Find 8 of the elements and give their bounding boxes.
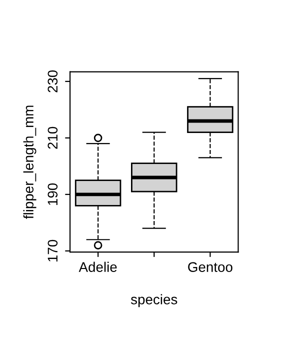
y-axis-title: flipper_length_mm	[23, 106, 36, 219]
x-tick-label: Gentoo	[188, 262, 232, 272]
y-tick-label: 190	[48, 183, 58, 205]
y-tick-label: 210	[48, 126, 58, 149]
y-tick-label: 230	[48, 70, 58, 92]
x-axis-title: species	[130, 294, 178, 308]
x-tick-label: Adelie	[78, 262, 117, 272]
y-tick-label: 170	[48, 240, 58, 262]
